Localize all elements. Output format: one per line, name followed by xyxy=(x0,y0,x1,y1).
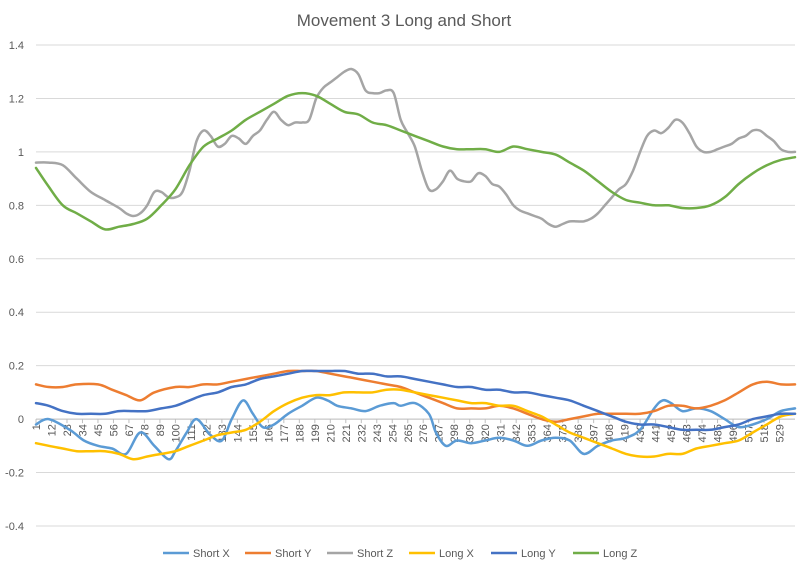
x-tick-label: 353 xyxy=(527,424,539,442)
x-tick-label: 430 xyxy=(635,424,647,442)
y-tick-label: 1.2 xyxy=(9,93,24,105)
chart-title: Movement 3 Long and Short xyxy=(297,11,512,30)
x-tick-label: 177 xyxy=(279,424,291,442)
legend: Short X Short Y Short Z Long X Long Y Long Z xyxy=(163,548,638,560)
y-tick-label: 0.2 xyxy=(9,361,24,373)
legend-item-short-x: Short X xyxy=(163,548,230,560)
x-tick-label: 188 xyxy=(294,424,306,442)
x-tick-label: 529 xyxy=(775,424,787,442)
x-tick-label: 89 xyxy=(155,424,167,436)
x-tick-label: 518 xyxy=(759,424,771,442)
y-tick-label: 0.8 xyxy=(9,200,24,212)
x-tick-label: 298 xyxy=(449,424,461,442)
y-axis-ticks: 1.4 1.2 1 0.8 0.6 0.4 0.2 0 -0.2 -0.4 xyxy=(5,40,24,533)
x-tick-label: 210 xyxy=(325,424,337,442)
y-tick-label: 0 xyxy=(18,414,24,426)
x-tick-label: 254 xyxy=(387,424,399,442)
y-tick-label: 0.6 xyxy=(9,254,24,266)
series-line-long-x xyxy=(34,388,797,461)
x-tick-label: 56 xyxy=(108,424,120,436)
x-tick-label: 397 xyxy=(589,424,601,442)
x-tick-label: 265 xyxy=(403,424,415,442)
x-tick-label: 441 xyxy=(651,424,663,442)
y-tick-label: 1.4 xyxy=(9,40,24,52)
legend-label: Short Z xyxy=(357,548,393,560)
y-tick-label: -0.2 xyxy=(5,468,24,480)
legend-label: Long Y xyxy=(521,548,556,560)
x-tick-label: 287 xyxy=(434,424,446,442)
series-line-short-y xyxy=(34,369,797,424)
x-tick-label: 144 xyxy=(232,424,244,442)
x-tick-label: 100 xyxy=(170,424,182,442)
y-tick-label: 1 xyxy=(18,147,24,159)
x-tick-label: 34 xyxy=(77,424,89,436)
legend-label: Long Z xyxy=(603,548,638,560)
legend-item-short-y: Short Y xyxy=(245,548,312,560)
y-tick-label: 0.4 xyxy=(9,307,24,319)
x-tick-label: 386 xyxy=(573,424,585,442)
x-tick-label: 45 xyxy=(93,424,105,436)
x-tick-label: 199 xyxy=(310,424,322,442)
legend-item-long-y: Long Y xyxy=(491,548,556,560)
x-tick-label: 1 xyxy=(31,424,43,430)
legend-item-long-x: Long X xyxy=(409,548,475,560)
legend-item-short-z: Short Z xyxy=(327,548,393,560)
x-tick-label: 243 xyxy=(372,424,384,442)
x-tick-label: 67 xyxy=(124,424,136,436)
legend-label: Short Y xyxy=(275,548,312,560)
series-lines xyxy=(34,67,797,461)
series-line-short-z xyxy=(34,67,797,228)
x-tick-label: 232 xyxy=(356,424,368,442)
y-tick-label: -0.4 xyxy=(5,521,24,533)
x-tick-label: 342 xyxy=(511,424,523,442)
legend-item-long-z: Long Z xyxy=(573,548,638,560)
x-tick-label: 309 xyxy=(465,424,477,442)
x-tick-label: 408 xyxy=(604,424,616,442)
x-tick-label: 496 xyxy=(728,424,740,442)
x-tick-label: 474 xyxy=(697,424,709,442)
legend-label: Short X xyxy=(193,548,230,560)
series-line-long-z xyxy=(34,91,797,231)
series-line-long-y xyxy=(34,369,797,432)
x-tick-label: 276 xyxy=(418,424,430,442)
x-tick-label: 320 xyxy=(480,424,492,442)
x-tick-label: 12 xyxy=(46,424,58,436)
legend-label: Long X xyxy=(439,548,475,560)
x-tick-label: 221 xyxy=(341,424,353,442)
x-tick-label: 463 xyxy=(682,424,694,442)
